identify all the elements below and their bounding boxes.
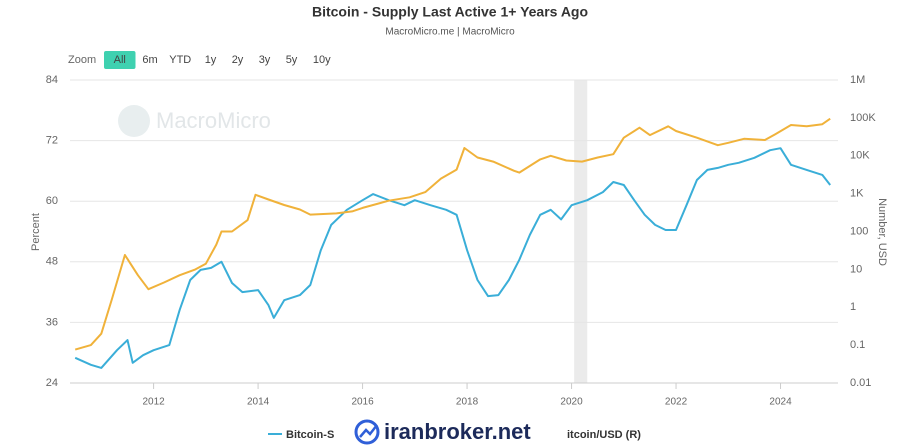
zoom-label: Zoom	[68, 54, 96, 66]
range-button[interactable]: All	[104, 51, 136, 69]
y2-tick-label: 1M	[850, 74, 865, 86]
range-button[interactable]: 10y	[313, 54, 331, 66]
y2-tick-label: 1K	[850, 188, 864, 200]
y2-tick-label: 100K	[850, 112, 876, 124]
range-button-label[interactable]: YTD	[169, 54, 191, 66]
range-button[interactable]: 1y	[205, 54, 217, 66]
y-tick-label: 60	[46, 195, 58, 207]
y2-tick-label: 0.1	[850, 339, 865, 351]
range-button-label[interactable]: 2y	[232, 54, 244, 66]
range-button[interactable]: 5y	[286, 54, 298, 66]
x-tick-label: 2012	[142, 397, 165, 408]
y2-tick-label: 10	[850, 263, 862, 275]
y-tick-label: 48	[46, 256, 58, 268]
y2-tick-label: 10K	[850, 150, 870, 162]
legend-watermark: iranbroker.net	[354, 419, 531, 445]
chart-title: Bitcoin - Supply Last Active 1+ Years Ag…	[312, 4, 588, 20]
range-button-bg[interactable]	[104, 51, 136, 69]
legend-label: itcoin/USD (R)	[567, 429, 641, 441]
range-button[interactable]: YTD	[169, 54, 191, 66]
x-tick-label: 2020	[560, 397, 583, 408]
range-button-label[interactable]: 1y	[205, 54, 217, 66]
y-tick-label: 24	[46, 377, 58, 389]
watermark: MacroMicro	[118, 105, 271, 137]
y-tick-label: 84	[46, 74, 58, 86]
range-button[interactable]: 3y	[259, 54, 271, 66]
shaded-range	[574, 80, 588, 383]
range-button[interactable]: 2y	[232, 54, 244, 66]
y-tick-label: 36	[46, 316, 58, 328]
legend-label: Bitcoin-S	[286, 429, 334, 441]
watermark-text: iranbroker.net	[384, 419, 531, 444]
x-tick-label: 2022	[665, 397, 688, 408]
range-button[interactable]: 6m	[142, 54, 157, 66]
chart-subtitle: MacroMicro.me | MacroMicro	[385, 27, 515, 38]
range-button-label[interactable]: All	[114, 54, 126, 66]
x-tick-label: 2024	[769, 397, 792, 408]
range-button-label[interactable]: 10y	[313, 54, 331, 66]
series-line	[74, 147, 831, 369]
y2-axis-title: Number, USD	[876, 198, 888, 266]
range-button-label[interactable]: 3y	[259, 54, 271, 66]
y-axis-title: Percent	[30, 213, 42, 251]
y-tick-label: 72	[46, 135, 58, 147]
range-button-label[interactable]: 6m	[142, 54, 157, 66]
x-tick-label: 2014	[247, 397, 270, 408]
x-tick-label: 2018	[456, 397, 479, 408]
y2-tick-label: 0.01	[850, 377, 871, 389]
y2-tick-label: 1	[850, 301, 856, 313]
x-tick-label: 2016	[351, 397, 374, 408]
watermark-text: MacroMicro	[156, 108, 271, 133]
y2-tick-label: 100	[850, 225, 868, 237]
series-line	[74, 117, 831, 351]
range-button-label[interactable]: 5y	[286, 54, 298, 66]
